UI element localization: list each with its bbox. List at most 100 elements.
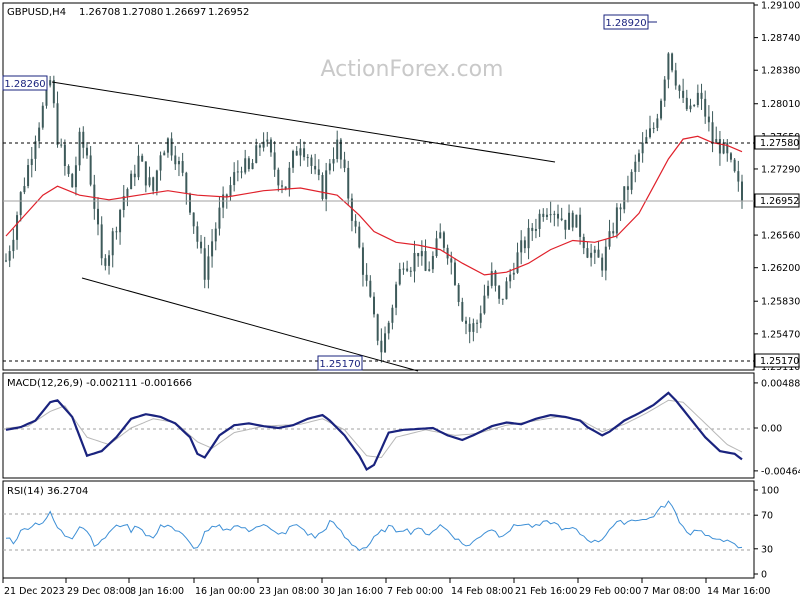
candle-body	[71, 174, 74, 188]
macd-line	[5, 391, 743, 472]
candle-body	[126, 189, 129, 197]
rsi-tick-label: 30	[761, 544, 773, 555]
candle-body	[365, 274, 368, 281]
candle-body	[336, 139, 339, 159]
candle-body	[358, 226, 361, 248]
price-tick-label: 1.26200	[761, 263, 800, 274]
candle-body	[85, 147, 88, 156]
candle-body	[424, 251, 427, 271]
time-tick-label: 23 Jan 08:00	[259, 586, 319, 597]
candle-body	[373, 296, 375, 315]
candle-body	[144, 161, 147, 186]
candle-body	[406, 268, 409, 271]
candle-body	[601, 257, 604, 271]
candle-body	[192, 212, 195, 227]
price-tick-label: 1.29100	[761, 1, 800, 12]
candle-body	[505, 281, 508, 300]
candle-body	[8, 251, 11, 261]
candle-body	[141, 155, 144, 162]
candle-body	[89, 155, 92, 185]
level-axis-text: 1.27580	[760, 138, 799, 149]
price-tick-label: 1.25470	[761, 329, 800, 340]
candle-body	[303, 148, 306, 158]
time-tick-label: 14 Feb 08:00	[451, 586, 513, 597]
candle-body	[177, 161, 180, 165]
rsi-pane-frame	[2, 480, 755, 579]
candle-body	[108, 255, 111, 266]
candle-body	[189, 193, 191, 213]
candle-body	[30, 158, 33, 166]
candle-body	[251, 162, 254, 170]
time-tick-label: 16 Jan 00:00	[195, 586, 255, 597]
candle-body	[229, 185, 232, 197]
candle-body	[597, 249, 600, 258]
candle-body	[185, 172, 188, 194]
candle-body	[428, 269, 431, 271]
rsi-tick-label: 100	[761, 486, 779, 497]
candle-body	[718, 139, 721, 154]
chart-header: GBPUSD,H4 1.26708 1.27080 1.26697 1.2695…	[7, 7, 249, 18]
candle-body	[170, 138, 173, 156]
candle-body	[284, 186, 287, 190]
candle-body	[413, 252, 416, 272]
moving-average-line	[5, 135, 743, 276]
candle-body	[74, 165, 77, 188]
candle-body	[615, 207, 618, 234]
candle-body	[130, 173, 133, 190]
candle-body	[12, 239, 15, 252]
candle-body	[277, 169, 280, 186]
candle-body	[295, 151, 298, 156]
candle-body	[133, 173, 136, 178]
candle-body	[122, 196, 125, 210]
candle-body	[656, 118, 659, 128]
candle-body	[332, 158, 335, 164]
candle-body	[571, 212, 574, 228]
candle-body	[737, 171, 740, 182]
high-annotation: 1.28920	[603, 14, 657, 30]
candle-body	[281, 185, 283, 187]
time-tick-label: 21 Dec 2023	[4, 586, 65, 597]
current-price-axis-label: 1.26952	[754, 193, 800, 208]
candle-body	[715, 139, 718, 143]
candle-body	[288, 167, 291, 190]
left-high-label: 1.28260	[4, 79, 45, 90]
time-tick-label: 14 Mar 16:00	[707, 586, 770, 597]
candle-body	[674, 70, 677, 86]
candle-body	[67, 166, 70, 175]
low-value: 1.26697	[165, 7, 206, 18]
candle-body	[420, 251, 423, 257]
candle-body	[461, 301, 464, 321]
candle-body	[652, 127, 655, 129]
candle-body	[711, 122, 714, 143]
candle-body	[575, 214, 578, 228]
candle-body	[435, 238, 438, 257]
level-axis-label: 1.27580	[754, 135, 800, 150]
candle-body	[637, 153, 640, 162]
macd-tick-label: 0.004884	[761, 378, 800, 389]
candles	[5, 52, 743, 363]
candle-body	[343, 159, 346, 168]
macd-title: MACD(12,26,9) -0.002111 -0.001666	[7, 378, 192, 389]
candle-body	[685, 97, 688, 110]
candle-body	[579, 214, 582, 237]
candle-body	[704, 98, 707, 117]
candle-body	[60, 144, 63, 146]
candle-body	[214, 228, 217, 242]
watermark: ActionForex.com	[321, 57, 504, 82]
candle-body	[317, 169, 320, 176]
candle-body	[384, 333, 387, 353]
time-tick-label: 7 Mar 08:00	[643, 586, 700, 597]
candle-body	[498, 285, 501, 299]
candle-body	[476, 322, 479, 324]
candle-body	[431, 256, 434, 270]
candle-body	[361, 247, 364, 275]
rsi-line	[5, 500, 743, 552]
candle-body	[645, 137, 648, 143]
candle-body	[623, 186, 626, 210]
time-tick-label: 21 Feb 16:00	[515, 586, 577, 597]
candle-body	[568, 212, 571, 230]
candle-body	[325, 170, 328, 199]
candle-body	[626, 186, 629, 190]
candle-body	[417, 252, 420, 257]
candle-body	[354, 220, 357, 227]
